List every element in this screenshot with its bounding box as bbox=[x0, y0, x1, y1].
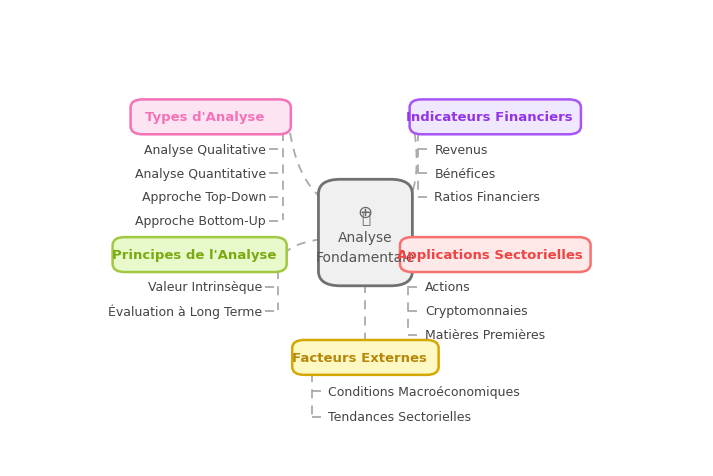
Text: Analyse
Fondamentale: Analyse Fondamentale bbox=[316, 231, 415, 265]
Text: Analyse Quantitative: Analyse Quantitative bbox=[135, 167, 266, 180]
FancyBboxPatch shape bbox=[400, 238, 590, 272]
FancyBboxPatch shape bbox=[409, 100, 581, 135]
Text: Cryptomonnaies: Cryptomonnaies bbox=[425, 305, 528, 317]
Text: Indicateurs Financiers: Indicateurs Financiers bbox=[406, 111, 573, 124]
Text: Applications Sectorielles: Applications Sectorielles bbox=[397, 248, 583, 261]
Text: Tendances Sectorielles: Tendances Sectorielles bbox=[328, 410, 471, 423]
Text: Évaluation à Long Terme: Évaluation à Long Terme bbox=[108, 304, 262, 318]
Text: Ratios Financiers: Ratios Financiers bbox=[434, 191, 540, 204]
Text: Types d'Analyse: Types d'Analyse bbox=[145, 111, 265, 124]
Text: Actions: Actions bbox=[425, 281, 471, 294]
Text: Principes de l'Analyse: Principes de l'Analyse bbox=[112, 248, 277, 261]
Text: Conditions Macroéconomiques: Conditions Macroéconomiques bbox=[328, 385, 520, 397]
Text: Approche Bottom-Up: Approche Bottom-Up bbox=[135, 215, 266, 228]
FancyBboxPatch shape bbox=[113, 238, 287, 272]
FancyBboxPatch shape bbox=[319, 180, 412, 286]
Text: ⊕: ⊕ bbox=[358, 204, 373, 222]
Text: Approche Top-Down: Approche Top-Down bbox=[142, 191, 266, 204]
Text: Matières Premières: Matières Premières bbox=[425, 328, 545, 341]
Text: Facteurs Externes: Facteurs Externes bbox=[292, 351, 427, 364]
Text: 🏛: 🏛 bbox=[361, 211, 370, 226]
Text: Bénéfices: Bénéfices bbox=[434, 167, 496, 180]
Text: Valeur Intrinsèque: Valeur Intrinsèque bbox=[148, 281, 262, 294]
FancyBboxPatch shape bbox=[292, 340, 438, 375]
FancyBboxPatch shape bbox=[130, 100, 291, 135]
Text: Analyse Qualitative: Analyse Qualitative bbox=[144, 143, 266, 156]
Text: Revenus: Revenus bbox=[434, 143, 488, 156]
